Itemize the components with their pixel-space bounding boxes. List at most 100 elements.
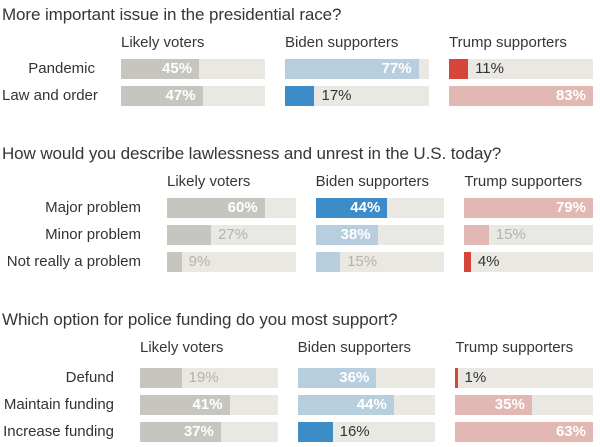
bar-value-label: 4%	[477, 253, 500, 270]
bar-fill: 83%	[449, 86, 593, 106]
bar-value-label: 36%	[339, 369, 370, 386]
bar-track: 15%	[315, 252, 445, 272]
bar-track: 4%	[464, 252, 593, 272]
column-header-row: Likely voters Biden supporters Trump suppo…	[2, 174, 593, 189]
bar-fill: 44%	[297, 395, 394, 415]
section-title: Which option for police funding do you m…	[2, 310, 398, 329]
bar-fill	[449, 59, 469, 79]
bar-track: 44%	[297, 395, 436, 415]
bar-row: Not really a problem 9% 15% 4%	[2, 252, 593, 272]
bar-value-label: 38%	[340, 226, 371, 243]
bar-track: 36%	[297, 368, 436, 388]
column-header: Biden supporters	[315, 173, 430, 190]
bar-fill: 41%	[140, 395, 230, 415]
bar-value-label: 60%	[227, 199, 258, 216]
row-label: Law and order	[2, 87, 98, 104]
bar-value-label: 83%	[555, 87, 586, 104]
bar-fill	[140, 368, 182, 388]
bar-value-label: 9%	[188, 253, 211, 270]
row-label: Not really a problem	[6, 253, 141, 270]
bar-value-label: 79%	[555, 199, 586, 216]
bar-fill: 77%	[285, 59, 419, 79]
chart-section: Which option for police funding do you m…	[2, 310, 593, 442]
chart-section: More important issue in the presidential…	[2, 5, 593, 106]
bar-row: Major problem 60% 44% 79%	[2, 198, 593, 218]
bar-track: 11%	[449, 59, 593, 79]
bar-value-label: 77%	[381, 60, 412, 77]
bar-value-label: 44%	[350, 199, 381, 216]
bar-fill: 36%	[297, 368, 377, 388]
row-label: Maintain funding	[3, 396, 114, 413]
column-header: Trump supporters	[464, 173, 583, 190]
bar-track: 47%	[121, 86, 265, 106]
bar-fill: 37%	[140, 422, 221, 442]
bar-value-label: 45%	[162, 60, 193, 77]
bar-track: 35%	[455, 395, 593, 415]
bar-fill	[167, 225, 211, 245]
bar-row: Increase funding 37% 16% 63%	[2, 422, 593, 442]
bar-track: 38%	[315, 225, 445, 245]
column-header: Likely voters	[140, 339, 224, 356]
bar-fill: 45%	[121, 59, 200, 79]
bar-row: Maintain funding 41% 44% 35%	[2, 395, 593, 415]
bar-value-label: 17%	[321, 87, 352, 104]
column-header: Biden supporters	[297, 339, 412, 356]
column-header: Trump supporters	[449, 34, 567, 51]
bar-row: Pandemic 45% 77% 11%	[2, 59, 593, 79]
bar-track: 19%	[140, 368, 278, 388]
bar-track: 17%	[285, 86, 429, 106]
bar-row: Defund 19% 36% 1%	[2, 368, 593, 388]
bar-value-label: 15%	[347, 253, 378, 270]
bar-row: Minor problem 27% 38% 15%	[2, 225, 593, 245]
bar-track: 60%	[167, 198, 296, 218]
bar-fill	[455, 368, 459, 388]
bar-value-label: 35%	[494, 396, 525, 413]
bar-row: Law and order 47% 17% 83%	[2, 86, 593, 106]
bar-fill: 47%	[121, 86, 203, 106]
row-label: Defund	[65, 369, 114, 386]
bar-value-label: 19%	[188, 369, 219, 386]
bar-value-label: 41%	[192, 396, 223, 413]
bar-track: 77%	[285, 59, 429, 79]
bar-fill	[464, 225, 489, 245]
bar-fill	[464, 252, 471, 272]
bar-fill	[285, 86, 315, 106]
row-label: Increase funding	[3, 423, 114, 440]
bar-fill: 63%	[455, 422, 593, 442]
bar-value-label: 47%	[165, 87, 196, 104]
column-header: Likely voters	[167, 173, 251, 190]
bar-track: 9%	[167, 252, 296, 272]
section-title: How would you describe lawlessness and u…	[2, 144, 502, 163]
column-header: Biden supporters	[285, 34, 399, 51]
bar-value-label: 1%	[464, 369, 487, 386]
bar-track: 41%	[140, 395, 278, 415]
bar-track: 15%	[464, 225, 593, 245]
bar-value-label: 63%	[555, 423, 586, 440]
column-header-row: Likely voters Biden supporters Trump suppo…	[2, 340, 593, 355]
bar-value-label: 27%	[217, 226, 248, 243]
column-header: Likely voters	[121, 34, 205, 51]
bar-track: 1%	[455, 368, 593, 388]
bar-fill	[297, 422, 333, 442]
bar-value-label: 11%	[475, 60, 504, 77]
section-title: More important issue in the presidential…	[2, 5, 342, 24]
bar-fill: 38%	[315, 225, 378, 245]
bar-fill	[167, 252, 182, 272]
bar-track: 45%	[121, 59, 265, 79]
bar-fill: 44%	[315, 198, 388, 218]
column-header: Trump supporters	[455, 339, 574, 356]
bar-value-label: 37%	[183, 423, 214, 440]
bar-track: 44%	[315, 198, 445, 218]
row-label: Pandemic	[28, 60, 95, 77]
bar-track: 37%	[140, 422, 278, 442]
bar-track: 79%	[464, 198, 593, 218]
bar-fill: 79%	[464, 198, 593, 218]
column-header-row: Likely voters Biden supporters Trump suppo…	[2, 35, 593, 50]
bar-track: 27%	[167, 225, 296, 245]
chart-section: How would you describe lawlessness and u…	[2, 144, 593, 272]
bar-fill: 60%	[167, 198, 265, 218]
bar-fill	[315, 252, 341, 272]
row-label: Major problem	[45, 199, 141, 216]
bar-fill: 35%	[455, 395, 532, 415]
